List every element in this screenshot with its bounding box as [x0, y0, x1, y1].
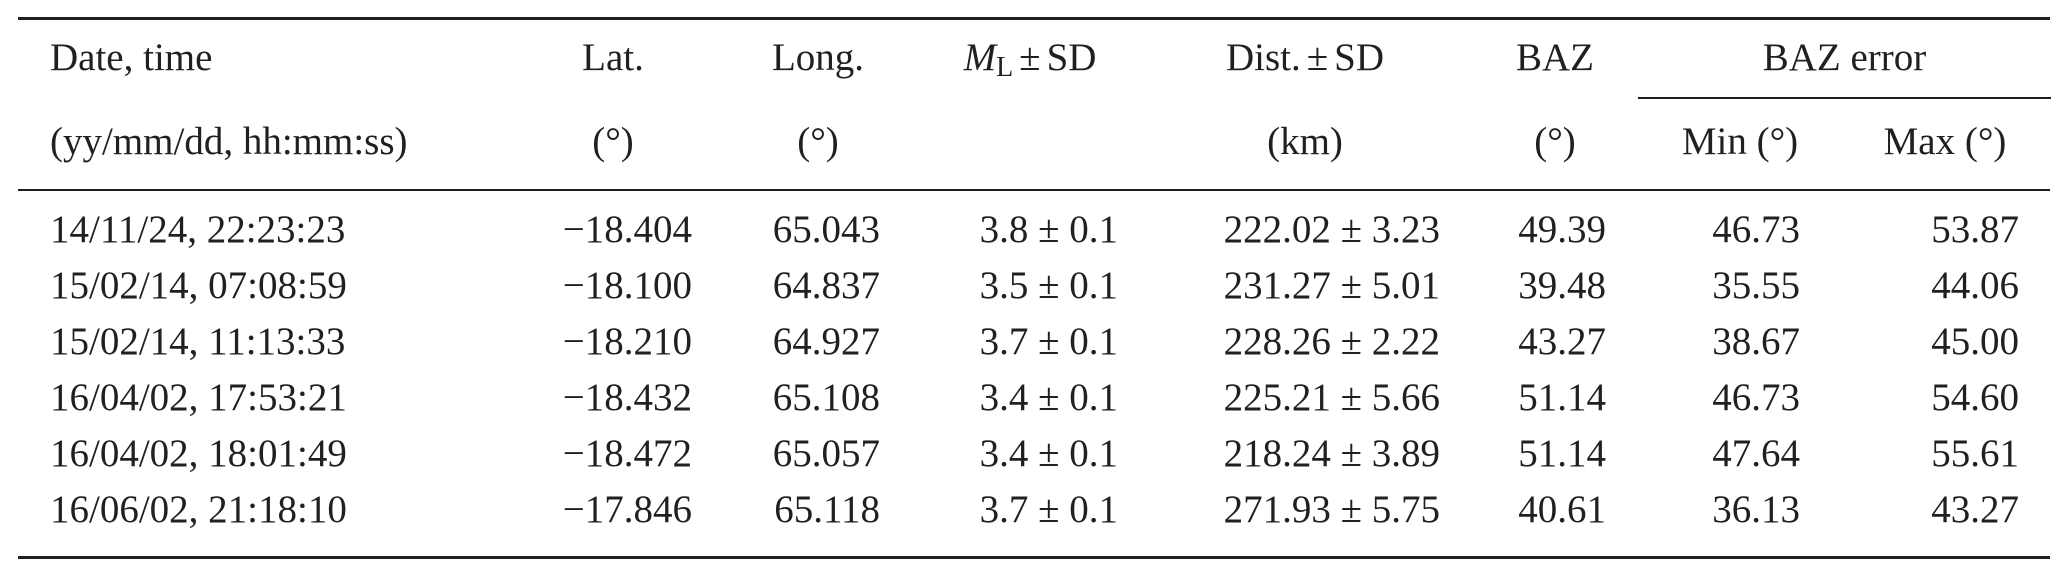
cell-date: 15/02/14, 07:08:59	[50, 264, 347, 307]
header-lat-unit: (°)	[592, 120, 634, 163]
cell-max: 55.61	[1931, 432, 2019, 475]
header-date-time-unit: (yy/mm/dd, hh:mm:ss)	[50, 120, 408, 163]
cell-baz: 51.14	[1518, 432, 1606, 475]
cell-max: 45.00	[1931, 320, 2019, 363]
cell-lat: −18.404	[562, 208, 692, 251]
cell-baz: 43.27	[1518, 320, 1606, 363]
cell-min: 35.55	[1712, 264, 1800, 307]
cell-ml: 3.7 ± 0.1	[979, 488, 1118, 531]
header-rule	[18, 189, 2050, 191]
cell-ml: 3.4 ± 0.1	[979, 376, 1118, 419]
header-date-time: Date, time	[50, 36, 213, 79]
cell-dist: 222.02 ± 3.23	[1223, 208, 1440, 251]
cell-ml: 3.7 ± 0.1	[979, 320, 1118, 363]
cell-max: 44.06	[1931, 264, 2019, 307]
cell-baz: 51.14	[1518, 376, 1606, 419]
cell-min: 47.64	[1712, 432, 1800, 475]
header-ml-sd: SD	[1046, 36, 1097, 79]
header-dist-sd: SD	[1334, 36, 1385, 79]
cell-lat: −18.432	[562, 376, 692, 419]
cell-long: 65.057	[772, 432, 880, 475]
cell-lat: −18.472	[562, 432, 692, 475]
header-ml-symbol: M	[963, 36, 997, 79]
cell-date: 16/04/02, 18:01:49	[50, 432, 347, 475]
cell-baz: 49.39	[1518, 208, 1606, 251]
cell-dist: 231.27 ± 5.01	[1223, 264, 1440, 307]
cell-max: 54.60	[1931, 376, 2019, 419]
header-dist-unit: (km)	[1267, 120, 1343, 163]
cell-lat: −18.210	[562, 320, 692, 363]
cell-lat: −18.100	[562, 264, 692, 307]
cell-date: 14/11/24, 22:23:23	[50, 208, 346, 251]
cell-dist: 218.24 ± 3.89	[1223, 432, 1440, 475]
header-ml-pm: ±	[1019, 36, 1041, 79]
header-long-unit: (°)	[797, 120, 839, 163]
cell-dist: 271.93 ± 5.75	[1223, 488, 1440, 531]
header-baz-error: BAZ error	[1762, 36, 1927, 79]
cell-min: 36.13	[1712, 488, 1800, 531]
header-baz: BAZ	[1516, 36, 1594, 79]
cell-ml: 3.4 ± 0.1	[979, 432, 1118, 475]
top-rule	[18, 17, 2050, 20]
cell-date: 16/04/02, 17:53:21	[50, 376, 347, 419]
header-ml: ML ± SD	[930, 34, 1130, 92]
cell-long: 65.108	[772, 376, 880, 419]
cell-min: 38.67	[1712, 320, 1800, 363]
cell-ml: 3.8 ± 0.1	[979, 208, 1118, 251]
header-lat: Lat.	[582, 36, 644, 79]
cell-min: 46.73	[1712, 376, 1800, 419]
cell-ml: 3.5 ± 0.1	[979, 264, 1118, 307]
cell-long: 64.837	[772, 264, 880, 307]
cell-long: 65.118	[774, 488, 880, 531]
cell-date: 15/02/14, 11:13:33	[50, 320, 346, 363]
header-min: Min (°)	[1681, 120, 1799, 163]
cell-baz: 39.48	[1518, 264, 1606, 307]
cell-long: 65.043	[772, 208, 880, 251]
header-baz-unit: (°)	[1534, 120, 1576, 163]
header-dist-pm: ±	[1306, 36, 1329, 79]
header-dist-label: Dist.	[1225, 36, 1301, 79]
header-dist: Dist. ± SD	[1165, 34, 1445, 82]
cell-long: 64.927	[772, 320, 880, 363]
header-long: Long.	[771, 36, 865, 79]
cell-dist: 228.26 ± 2.22	[1223, 320, 1440, 363]
cell-dist: 225.21 ± 5.66	[1223, 376, 1440, 419]
header-max: Max (°)	[1883, 120, 2007, 163]
cell-date: 16/06/02, 21:18:10	[50, 488, 347, 531]
cell-min: 46.73	[1712, 208, 1800, 251]
baz-error-subrule	[1638, 97, 2051, 99]
cell-baz: 40.61	[1518, 488, 1606, 531]
cell-lat: −17.846	[562, 488, 692, 531]
cell-max: 53.87	[1931, 208, 2019, 251]
cell-max: 43.27	[1931, 488, 2019, 531]
bottom-rule	[18, 556, 2050, 559]
header-ml-sub: L	[996, 52, 1014, 83]
